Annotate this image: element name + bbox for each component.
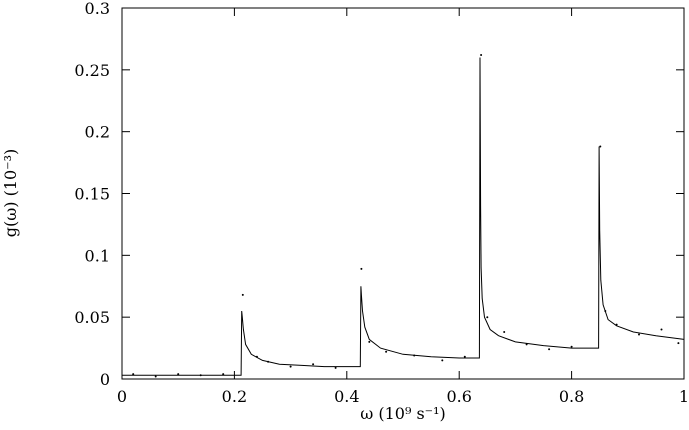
series-line [122,57,685,376]
axis-ticks [121,7,685,380]
data-point [255,355,258,358]
data-point [599,145,602,148]
data-point [570,345,573,348]
y-tick-label: 0.2 [85,123,110,142]
y-axis-label: g(ω) (10⁻³) [1,149,20,238]
data-point [677,342,680,345]
x-tick-label: 0.4 [334,387,359,406]
data-point [486,316,489,319]
data-point [463,355,466,358]
y-tick-label: 0.25 [74,61,110,80]
data-point [132,373,135,376]
x-tick-label: 1 [679,387,689,406]
data-point [548,348,551,351]
data-point [360,267,363,270]
data-point [525,343,528,346]
data-point [177,373,180,376]
data-point [241,293,244,296]
y-tick-label: 0.15 [74,185,110,204]
x-axis-label: ω (10⁹ s⁻¹) [360,404,446,423]
data-point [334,366,337,369]
data-point [289,365,292,368]
x-tick-label: 0.2 [222,387,247,406]
data-point [385,350,388,353]
x-tick-label: 0.6 [446,387,471,406]
data-point [154,375,157,378]
y-tick-label: 0.3 [85,0,110,18]
data-point [222,373,225,376]
data-point [413,354,416,357]
data-point [441,359,444,362]
data-point [480,54,483,56]
y-tick-label: 0 [100,370,110,389]
tick-labels: 0 0.2 0.4 0.6 0.8 1 0 0.05 0.1 0.15 0.2 0.25 0.3 [74,0,689,406]
x-tick-label: 0 [117,387,127,406]
x-tick-label: 0.8 [559,387,584,406]
data-point [267,360,270,363]
data-point [604,310,607,312]
data-point [312,363,315,366]
data-marks [122,54,685,378]
data-point [660,328,663,331]
data-point [638,333,640,336]
y-tick-label: 0.1 [85,246,110,265]
data-point [368,340,371,343]
data-point [615,323,618,326]
data-point [199,374,202,377]
y-tick-label: 0.05 [74,308,110,327]
data-point [503,331,506,333]
